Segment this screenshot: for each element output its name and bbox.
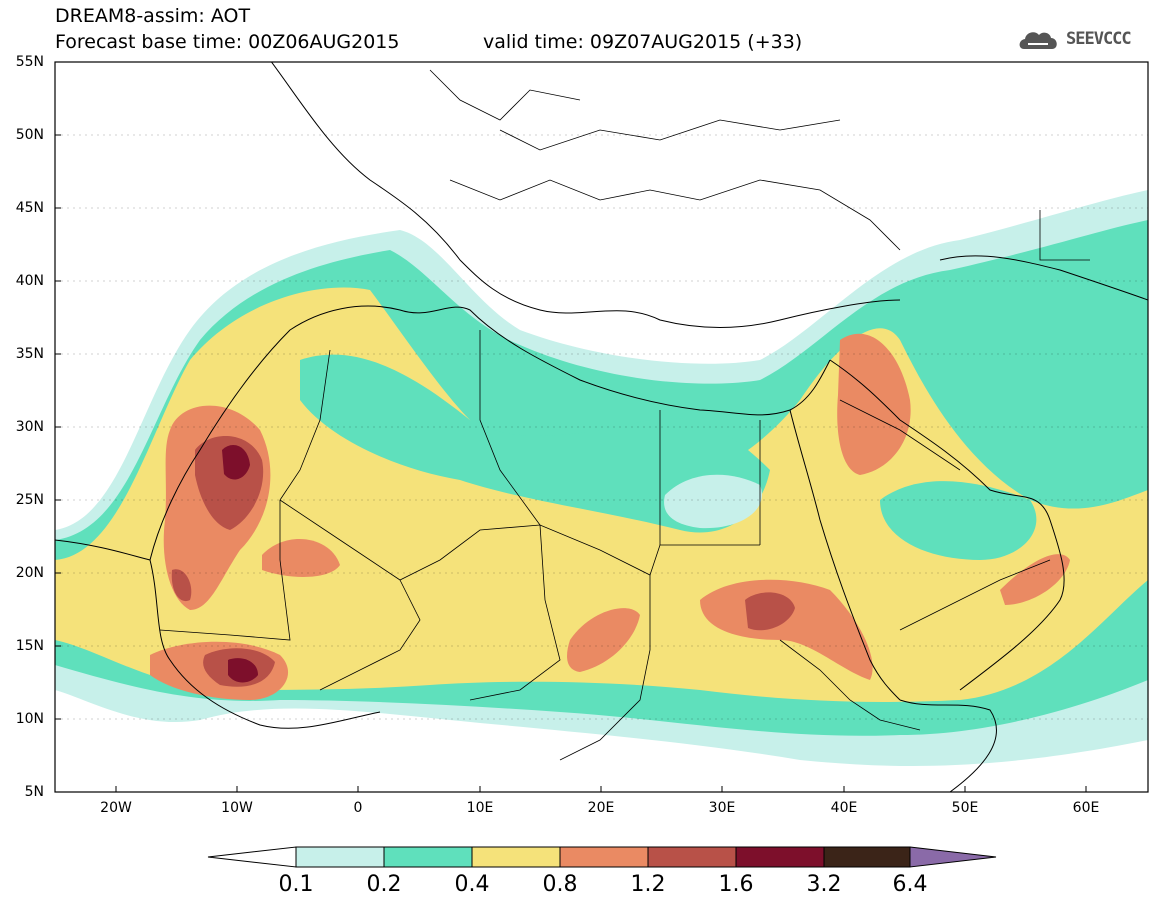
lon-label: 10E xyxy=(466,800,494,816)
colorbar-label: 1.6 xyxy=(718,872,754,897)
lat-label: 40N xyxy=(15,273,44,289)
band-0.8-sudan xyxy=(700,579,873,680)
graticule xyxy=(55,134,1148,720)
colorbar-under-triangle xyxy=(207,846,297,868)
lon-label: 30E xyxy=(708,800,736,816)
band-1.2-sahara xyxy=(171,569,192,602)
band-0.2-inner xyxy=(300,354,770,533)
lat-label: 5N xyxy=(24,784,44,800)
lon-label: 10W xyxy=(221,800,253,816)
lat-label: 35N xyxy=(15,346,44,362)
lon-label: 40E xyxy=(830,800,858,816)
colorbar-bin-4 xyxy=(647,846,737,868)
colorbar-label: 1.2 xyxy=(630,872,666,897)
valid-time: valid time: 09Z07AUG2015 (+33) xyxy=(483,31,803,53)
lat-label: 45N xyxy=(15,200,44,216)
chart-title: DREAM8-assim: AOT xyxy=(55,5,251,27)
lat-label: 25N xyxy=(15,492,44,508)
lat-label: 55N xyxy=(15,54,44,70)
lon-label: 60E xyxy=(1072,800,1100,816)
lon-label: 0 xyxy=(353,800,363,816)
lon-label: 20W xyxy=(100,800,132,816)
lat-label: 10N xyxy=(15,711,44,727)
colorbar-bin-3 xyxy=(559,846,649,868)
lat-label: 15N xyxy=(15,638,44,654)
band-0.1-egypt xyxy=(664,474,762,529)
colorbar-bin-1 xyxy=(383,846,473,868)
band-0.8-niger xyxy=(262,538,340,577)
coastlines xyxy=(55,62,1148,792)
lon-label: 50E xyxy=(951,800,979,816)
lat-label: 50N xyxy=(15,127,44,143)
band-0.8-chad xyxy=(567,608,640,672)
band-0.8-arabia xyxy=(837,333,911,475)
aot-field xyxy=(55,62,1148,792)
borders xyxy=(159,69,1090,761)
colorbar-label: 3.2 xyxy=(806,872,842,897)
band-1.6-mali xyxy=(228,658,258,683)
colorbar-bin-6 xyxy=(823,846,911,868)
band-0.2-arabia xyxy=(880,481,1037,560)
band-0.8-oman xyxy=(1000,554,1070,605)
axis-ticks xyxy=(55,61,1087,792)
colorbar-label: 0.8 xyxy=(542,872,578,897)
lat-label: 30N xyxy=(15,419,44,435)
lon-label: 20E xyxy=(587,800,615,816)
colorbar xyxy=(207,846,997,868)
logo-text: SEEVCCC xyxy=(1066,29,1132,49)
colorbar-bin-0 xyxy=(295,846,385,868)
colorbar-label: 6.4 xyxy=(892,872,928,897)
colorbar-label: 0.4 xyxy=(454,872,490,897)
lat-label: 20N xyxy=(15,565,44,581)
colorbar-bin-2 xyxy=(471,846,561,868)
colorbar-bin-5 xyxy=(735,846,825,868)
cloud-logo-icon xyxy=(1019,32,1057,49)
colorbar-label: 0.2 xyxy=(366,872,402,897)
forecast-base-time: Forecast base time: 00Z06AUG2015 xyxy=(55,31,400,53)
band-1.2-sudan xyxy=(745,592,795,631)
colorbar-over-triangle xyxy=(909,846,997,868)
band-1.6-west xyxy=(222,445,250,480)
colorbar-label: 0.1 xyxy=(278,872,314,897)
